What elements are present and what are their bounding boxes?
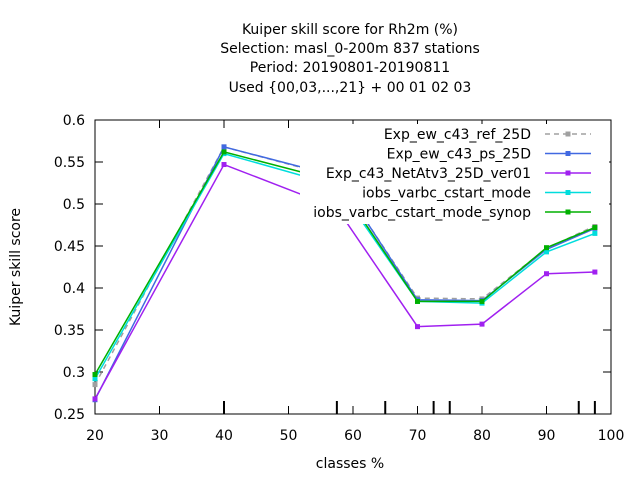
series-point	[221, 162, 227, 168]
x-axis-label: classes %	[316, 456, 384, 472]
legend: Exp_ew_c43_ref_25D Exp_ew_c43_ps_25D Exp_c…	[300, 124, 609, 224]
series-point	[415, 298, 420, 304]
legend-marker	[565, 131, 571, 137]
series-point	[92, 396, 98, 402]
y-tick-label: 0.35	[54, 323, 85, 339]
x-tick-label: 60	[344, 428, 362, 444]
y-tick-label: 0.5	[63, 197, 85, 213]
y-axis-label: Kuiper skill score	[8, 208, 24, 326]
x-tick-label: 40	[215, 428, 233, 444]
y-tick-label: 0.4	[63, 281, 85, 297]
x-tick-label: 30	[151, 428, 169, 444]
series-point	[544, 249, 549, 255]
x-tick-label: 20	[86, 428, 104, 444]
x-tick-label: 90	[538, 428, 556, 444]
x-tick-label: 70	[409, 428, 427, 444]
y-tick-label: 0.25	[54, 407, 85, 423]
legend-label: Exp_ew_c43_ref_25D	[384, 127, 531, 143]
series-point	[592, 230, 598, 236]
legend-label: Exp_c43_NetAtv3_25D_ver01	[326, 166, 531, 182]
y-tick-label: 0.3	[63, 365, 85, 381]
legend-marker	[565, 209, 571, 215]
y-tick-label: 0.45	[54, 239, 85, 255]
legend-label: iobs_varbc_cstart_mode_synop	[313, 205, 531, 221]
x-tick-label: 80	[473, 428, 491, 444]
series-point	[92, 376, 98, 382]
series-point	[415, 324, 420, 330]
title-line-1: Kuiper skill score for Rh2m (%)	[242, 22, 458, 38]
title-line-3: Period: 20190801-20190811	[250, 60, 450, 76]
series-point	[544, 271, 549, 277]
legend-marker	[565, 151, 571, 156]
y-tick-label: 0.6	[63, 113, 85, 129]
legend-marker	[565, 190, 571, 195]
legend-background	[300, 124, 609, 224]
series-point	[479, 321, 485, 327]
chart-title: Kuiper skill score for Rh2m (%) Selectio…	[220, 22, 480, 96]
series-point	[592, 269, 598, 275]
x-tick-label: 50	[280, 428, 298, 444]
title-line-2: Selection: masl_0-200m 837 stations	[220, 41, 480, 57]
x-tick-label: 100	[598, 428, 625, 444]
legend-marker	[565, 170, 571, 176]
legend-label: Exp_ew_c43_ps_25D	[387, 147, 531, 163]
y-axis-ticks: 0.25 0.3 0.35 0.4 0.45 0.5 0.55 0.6	[54, 113, 611, 423]
title-line-4: Used {00,03,...,21} + 00 01 02 03	[229, 80, 472, 96]
series-point	[92, 382, 98, 388]
series-point	[592, 225, 598, 231]
bottom-tick-marks	[223, 401, 596, 414]
legend-label: iobs_varbc_cstart_mode	[362, 186, 531, 202]
series-point	[92, 372, 98, 378]
series-point	[479, 298, 485, 304]
series-layer	[92, 144, 598, 403]
series-point	[221, 149, 227, 155]
series-point	[544, 245, 549, 251]
series-point	[221, 144, 227, 150]
y-tick-label: 0.55	[54, 155, 85, 171]
